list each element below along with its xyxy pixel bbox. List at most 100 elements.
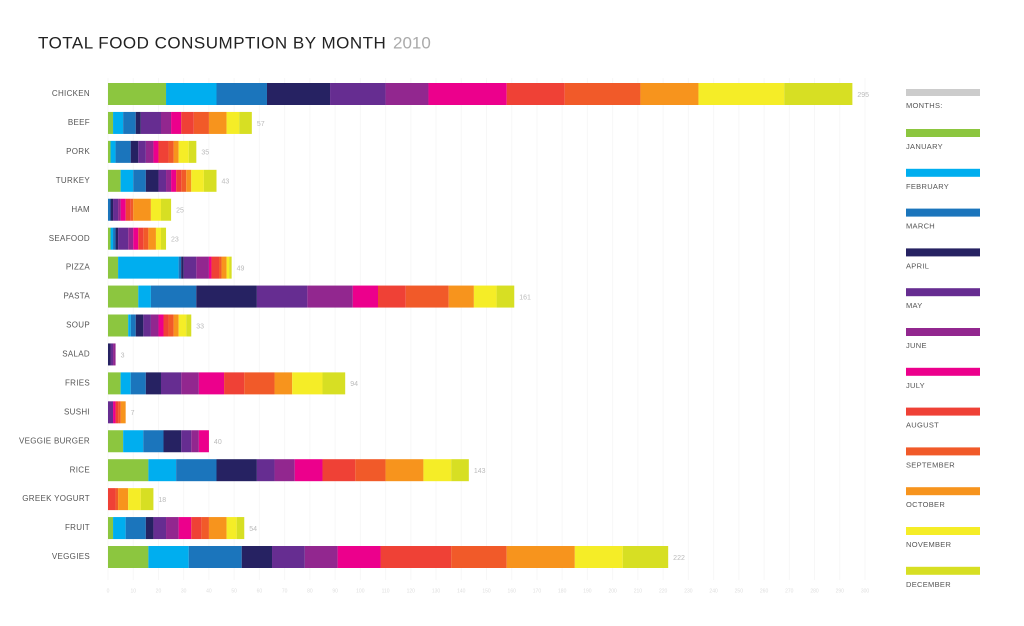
bar-segment <box>241 546 273 568</box>
x-tick-label: 0 <box>107 588 110 594</box>
bar-segment <box>108 111 114 134</box>
bar-segment <box>145 517 154 540</box>
bar-segment <box>108 488 116 511</box>
legend-label: MARCH <box>906 222 935 231</box>
bar-segment <box>108 83 167 105</box>
legend-label: JANUARY <box>906 142 943 151</box>
bar-segment <box>201 517 209 540</box>
bar-segment <box>158 140 169 163</box>
bar-segment <box>274 459 295 482</box>
bar-segment <box>108 140 111 163</box>
y-tick-label: FRIES <box>65 378 90 387</box>
bar-segment <box>428 83 507 105</box>
bar-segment <box>166 517 179 540</box>
bar-segment <box>266 83 331 105</box>
bar-segment <box>640 83 699 105</box>
bar-segment <box>108 169 121 192</box>
legend-label: AUGUST <box>906 421 939 430</box>
chart-title: TOTAL FOOD CONSUMPTION BY MONTH <box>38 33 386 52</box>
bar-segment <box>120 372 131 395</box>
total-label: 54 <box>249 526 257 533</box>
bar-segment <box>196 285 257 308</box>
legend-label: JUNE <box>906 341 927 350</box>
bar-segment <box>133 227 139 250</box>
bar-segment <box>108 517 114 540</box>
x-tick-label: 290 <box>836 588 845 594</box>
x-tick-label: 110 <box>382 588 390 594</box>
bar-segment <box>123 430 144 453</box>
total-label: 161 <box>519 294 531 301</box>
bar-segment <box>140 111 161 134</box>
legend-label: OCTOBER <box>906 500 945 509</box>
bar-segment <box>110 343 114 366</box>
y-tick-label: PORK <box>66 147 90 156</box>
x-tick-label: 50 <box>231 588 237 594</box>
bar-segment <box>125 198 131 221</box>
bar-segment <box>138 227 144 250</box>
bar-segment <box>229 256 232 279</box>
bar-segment <box>191 169 204 192</box>
bar-segment <box>138 140 146 163</box>
legend-swatch <box>906 407 980 416</box>
bar-segment <box>108 256 119 279</box>
bar-segment <box>188 140 197 163</box>
bar-segment <box>153 517 167 540</box>
bar-segment <box>198 430 209 453</box>
legend-title: MONTHS: <box>906 101 943 110</box>
bar-segment <box>244 372 275 395</box>
bar-segment <box>385 83 429 105</box>
legend-label: FEBRUARY <box>906 182 949 191</box>
bar-segment <box>150 314 159 337</box>
bar-segment <box>163 314 169 337</box>
bar-segment <box>186 169 192 192</box>
bar-segment <box>226 517 237 540</box>
bar-segment <box>150 285 197 308</box>
legend-swatch <box>906 447 980 456</box>
x-tick-label: 250 <box>735 588 744 594</box>
x-tick-label: 60 <box>257 588 263 594</box>
y-tick-label: VEGGIES <box>52 552 90 561</box>
bar-segment <box>221 256 227 279</box>
x-tick-label: 280 <box>810 588 819 594</box>
bar-segment <box>352 285 378 308</box>
bar-segment <box>108 459 149 482</box>
y-tick-label: HAM <box>71 205 90 214</box>
bar-segment <box>574 546 623 568</box>
x-tick-label: 120 <box>407 588 416 594</box>
bar-segment <box>181 372 199 395</box>
bar-segment <box>304 546 338 568</box>
bar-segment <box>123 111 136 134</box>
y-tick-label: TURKEY <box>56 176 91 185</box>
bar-segment <box>115 227 119 250</box>
bar-segment <box>307 285 353 308</box>
y-tick-label: FRUIT <box>65 523 90 532</box>
legend-swatch <box>906 367 980 376</box>
bar-segment <box>113 343 116 366</box>
bar-segment <box>239 111 252 134</box>
bar-segment <box>113 401 116 424</box>
bar-segment <box>196 256 209 279</box>
bar-segment <box>405 285 449 308</box>
bar-segment <box>191 517 202 540</box>
x-tick-label: 70 <box>282 588 288 594</box>
legend-header-bar <box>906 89 980 96</box>
bar-segment <box>322 372 346 395</box>
bar-segment <box>140 488 154 511</box>
y-tick-label: SOUP <box>66 321 90 330</box>
bar-segment <box>448 285 474 308</box>
y-tick-label: CHICKEN <box>52 89 90 98</box>
total-label: 40 <box>214 439 222 446</box>
total-label: 18 <box>158 497 166 504</box>
bar-segment <box>135 111 141 134</box>
bar-segment <box>143 430 164 453</box>
bar-segment <box>160 372 182 395</box>
total-label: 49 <box>237 265 245 272</box>
bar-segment <box>337 546 381 568</box>
legend-swatch <box>906 288 980 297</box>
bar-segment <box>203 169 217 192</box>
bar-segment <box>224 372 245 395</box>
bar-segment <box>219 256 222 279</box>
legend-swatch <box>906 208 980 217</box>
bar-segment <box>292 372 323 395</box>
